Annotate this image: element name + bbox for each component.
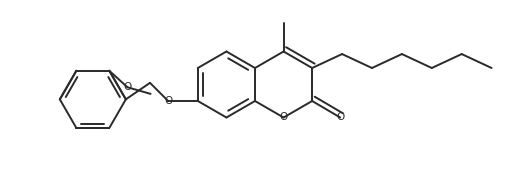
- Text: O: O: [124, 82, 131, 92]
- Text: O: O: [279, 113, 288, 122]
- Text: O: O: [336, 113, 344, 122]
- Text: O: O: [164, 96, 172, 106]
